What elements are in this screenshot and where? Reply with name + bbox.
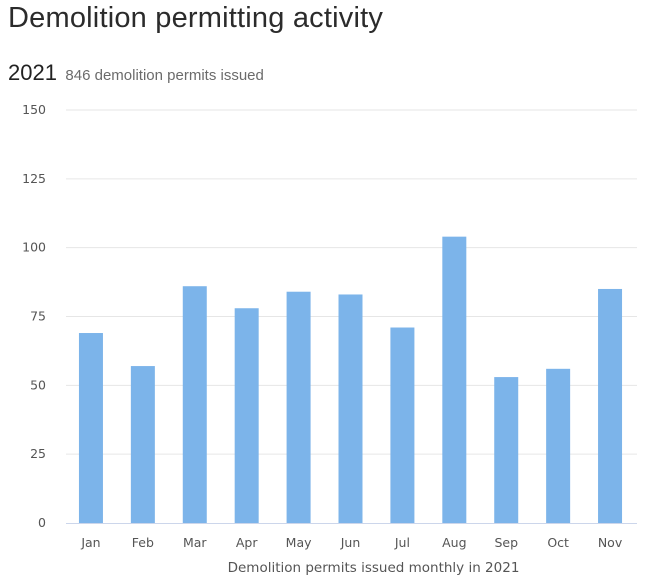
- bar-nov[interactable]: [598, 288, 623, 523]
- y-tick-label: 150: [22, 102, 46, 117]
- x-tick-label: Jul: [394, 535, 410, 550]
- x-tick-label: Nov: [598, 535, 623, 550]
- bar-oct[interactable]: [546, 368, 571, 523]
- bars: [78, 236, 623, 524]
- bar-may[interactable]: [286, 291, 311, 523]
- bar-feb[interactable]: [130, 366, 155, 523]
- bar-mar[interactable]: [182, 286, 207, 523]
- x-axis-label: Demolition permits issued monthly in 202…: [228, 560, 520, 576]
- x-tick-label: Jun: [340, 535, 361, 550]
- x-tick-label: May: [286, 535, 312, 550]
- x-tick-label: Apr: [236, 535, 258, 550]
- x-tick-label: Mar: [183, 535, 207, 550]
- y-tick-label: 0: [38, 515, 46, 530]
- y-tick-label: 75: [30, 309, 46, 324]
- y-axis-ticks: 0 25 50 75 100 125 150: [22, 102, 46, 530]
- bar-jun[interactable]: [338, 294, 363, 523]
- x-tick-label: Jan: [80, 535, 100, 550]
- x-tick-label: Sep: [494, 535, 518, 550]
- subtitle: 2021 846 demolition permits issued: [8, 60, 264, 86]
- x-axis-ticks: Jan Feb Mar Apr May Jun Jul Aug Sep Oct Nov: [80, 535, 623, 550]
- page-title: Demolition permitting activity: [8, 2, 384, 34]
- y-tick-label: 50: [30, 377, 46, 392]
- x-tick-label: Feb: [132, 535, 154, 550]
- x-tick-label: Aug: [442, 535, 466, 550]
- y-tick-label: 100: [22, 240, 46, 255]
- y-tick-label: 125: [22, 171, 46, 186]
- x-tick-label: Oct: [547, 535, 569, 550]
- year-label: 2021: [8, 60, 57, 85]
- bar-aug[interactable]: [442, 236, 467, 524]
- bar-apr[interactable]: [234, 308, 259, 523]
- permit-summary: 846 demolition permits issued: [65, 67, 264, 84]
- bar-jul[interactable]: [390, 327, 415, 523]
- bar-jan[interactable]: [78, 333, 103, 523]
- y-tick-label: 25: [30, 446, 46, 461]
- bar-sep[interactable]: [494, 377, 519, 523]
